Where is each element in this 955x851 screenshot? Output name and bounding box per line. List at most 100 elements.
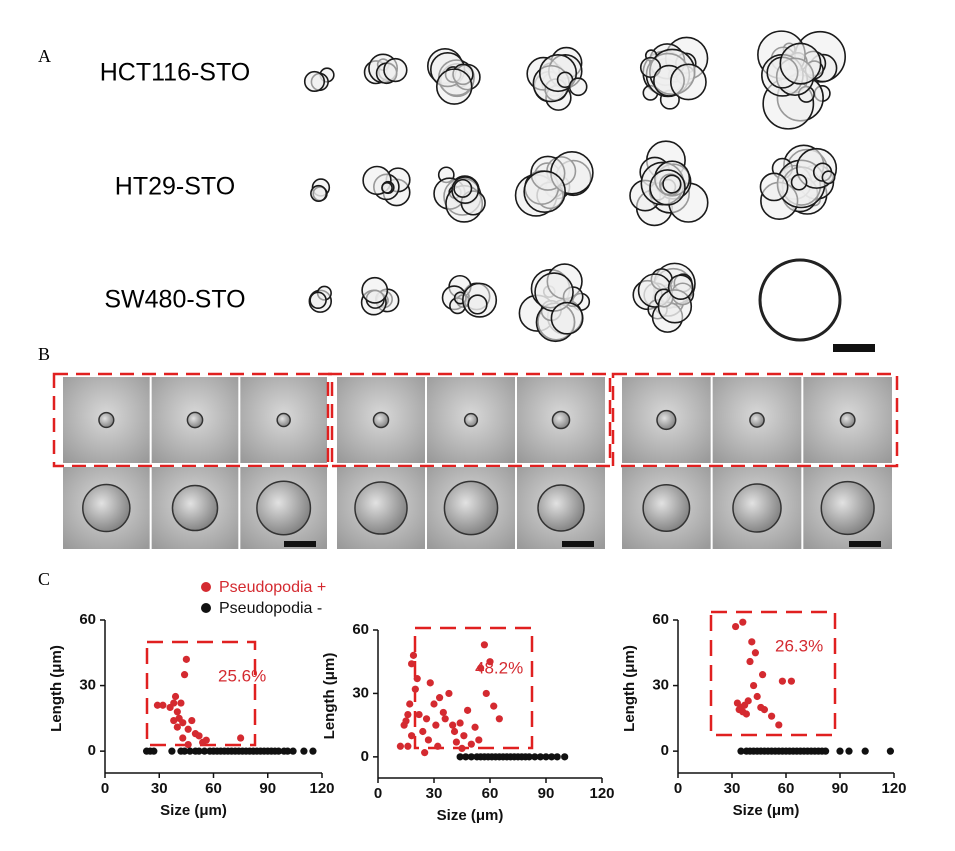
organoid [632,262,696,333]
cell [662,174,682,194]
point [836,747,844,755]
point [408,732,416,740]
point [486,658,494,666]
x-tick-label: 60 [482,785,499,802]
x-tick-label: 0 [374,785,382,802]
y-axis-title: Length (μm) [321,653,338,740]
point [525,753,533,761]
cell [443,480,499,536]
point [861,747,869,755]
scale-bar [833,344,875,352]
point [886,747,895,755]
point [300,747,308,755]
point [775,721,783,729]
point [173,723,181,731]
point [159,701,167,709]
organoid [363,53,408,85]
point [464,706,472,714]
cell [309,291,327,310]
point [404,710,412,719]
point [200,747,209,755]
point [150,747,158,755]
point [548,753,556,761]
cell [669,63,707,101]
gate-box [709,610,837,737]
panel-label: A [38,46,51,66]
cell [82,483,131,533]
y-tick-label: 0 [661,742,669,759]
point [768,712,776,720]
cell [310,184,328,202]
point [477,664,485,672]
scale-bar [284,541,316,547]
point [186,747,194,755]
cell [381,181,393,194]
panel-label: C [38,569,50,589]
point [202,736,210,744]
point [422,715,431,723]
cell [779,42,822,85]
point [536,753,545,761]
cell [820,480,875,536]
point [739,618,747,626]
x-axis-title: Size (μm) [437,807,504,824]
cell [453,178,473,198]
organoid [426,48,481,105]
legend-marker [201,603,211,613]
y-tick-label: 60 [352,621,369,638]
cell [383,57,408,83]
point [482,689,490,698]
point [460,732,468,740]
y-tick-label: 30 [352,684,369,701]
cell [523,170,566,213]
point [195,747,203,755]
point [170,699,178,707]
selection-box [611,372,899,468]
point [746,657,754,666]
cell [551,410,571,430]
y-axis-title: Length (μm) [621,645,638,732]
point [184,725,192,733]
x-tick-label: 0 [674,780,682,797]
point [168,747,176,755]
point [750,681,758,690]
organoid [639,36,709,110]
cell [354,481,408,535]
y-tick-label: 0 [88,742,96,759]
x-tick-label: 30 [151,780,168,797]
point [471,723,479,731]
selection-box [52,372,334,468]
point [289,747,297,755]
organoid [758,258,842,342]
annotation: 25.6% [218,666,266,685]
point [480,641,488,649]
y-axis-title: Length (μm) [48,645,65,732]
scale-bar [562,541,594,547]
cell [656,409,677,431]
point [406,700,414,708]
cell [821,170,836,185]
point [495,715,503,723]
point [787,677,796,685]
cell [642,484,691,532]
cell [372,411,390,429]
legend-marker [201,582,211,592]
point [426,679,434,687]
point [760,706,769,714]
point [275,747,283,755]
row-label: SW480-STO [104,286,245,314]
point [184,740,192,749]
cell [667,274,694,300]
point [432,721,440,729]
x-tick-label: 120 [589,785,614,802]
point [449,721,457,729]
organoid [759,144,838,220]
organoid [514,151,594,217]
point [421,749,429,757]
point [180,747,189,755]
point [744,697,752,705]
point [553,753,561,761]
point [430,700,438,708]
point [179,734,187,742]
